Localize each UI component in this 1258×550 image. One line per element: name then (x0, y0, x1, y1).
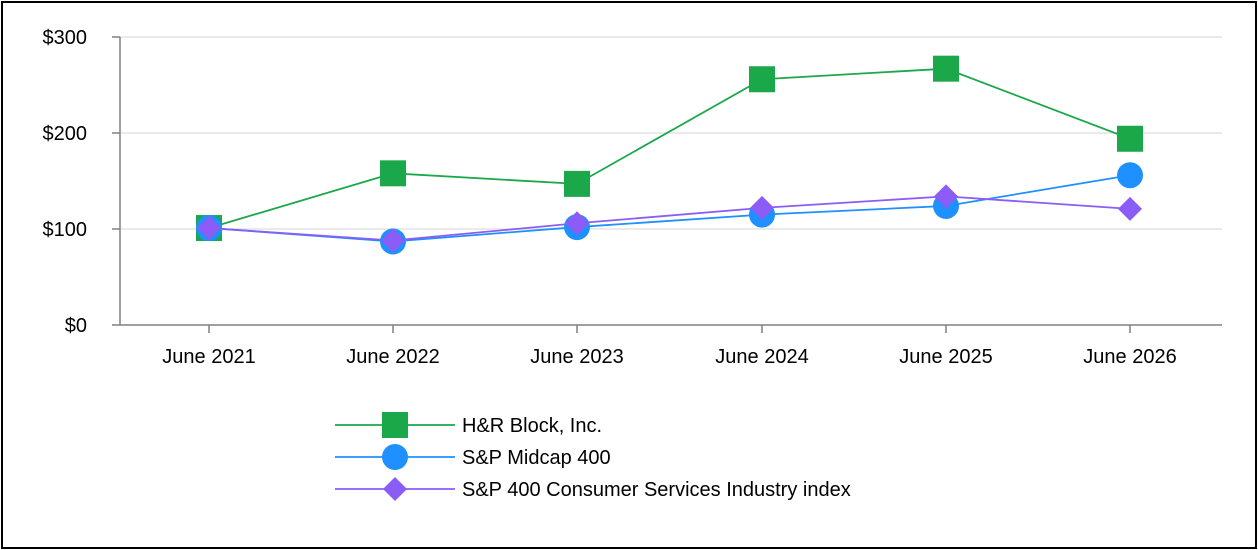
series-point (934, 184, 958, 209)
series-point (565, 211, 589, 236)
x-tick-label: June 2025 (899, 346, 992, 368)
series-line-1 (208, 174, 1131, 243)
x-tick-label: June 2023 (530, 346, 623, 368)
legend-marker (382, 412, 408, 438)
series-point (749, 66, 775, 93)
y-tick-label: $200 (43, 123, 88, 145)
legend-label: S&P 400 Consumer Services Industry index (462, 479, 851, 501)
series-point (933, 55, 959, 82)
series-point (380, 160, 406, 187)
series-point (1117, 162, 1143, 189)
legend-label: S&P Midcap 400 (462, 447, 611, 469)
y-tick-label: $0 (65, 315, 87, 337)
legend-label: H&R Block, Inc. (462, 415, 602, 437)
x-tick-label: June 2024 (715, 346, 808, 368)
legend-marker (382, 444, 408, 470)
y-tick-label: $100 (43, 219, 88, 241)
x-tick-label: June 2022 (346, 346, 439, 368)
legend-marker (383, 477, 407, 501)
y-tick-label: $300 (43, 27, 88, 49)
x-tick-label: June 2026 (1083, 346, 1176, 368)
series-line-0 (208, 67, 1131, 229)
series-point (381, 228, 405, 253)
series-point (564, 170, 590, 197)
x-tick-label: June 2021 (162, 346, 255, 368)
series-point (1117, 125, 1143, 152)
series-point (197, 216, 221, 241)
series-line-2 (208, 195, 1131, 242)
series-point (1118, 196, 1142, 221)
series-point (750, 195, 774, 220)
